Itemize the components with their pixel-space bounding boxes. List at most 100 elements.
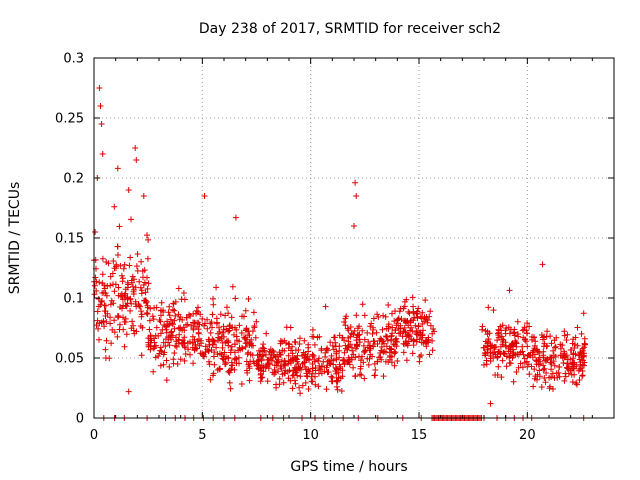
data-point	[529, 333, 535, 340]
data-point	[393, 335, 400, 342]
data-point	[350, 351, 357, 358]
data-point	[281, 358, 288, 364]
data-point	[581, 362, 587, 369]
data-point	[237, 346, 244, 353]
data-point	[134, 251, 141, 257]
data-point	[279, 371, 286, 378]
data-point	[406, 310, 413, 317]
data-point	[283, 324, 290, 331]
data-point	[326, 360, 333, 367]
data-point	[401, 324, 408, 331]
data-point	[144, 311, 151, 317]
data-point	[573, 363, 580, 370]
data-point	[341, 361, 348, 368]
data-point	[251, 324, 258, 331]
data-point	[166, 363, 173, 370]
data-point	[368, 320, 375, 327]
data-point	[547, 333, 554, 340]
data-point	[127, 296, 134, 303]
data-point	[540, 352, 547, 359]
data-point	[542, 379, 549, 386]
data-point	[215, 330, 221, 337]
data-point	[524, 320, 531, 327]
data-point	[220, 329, 226, 336]
data-point	[400, 349, 407, 356]
data-point	[410, 338, 417, 344]
data-point	[495, 363, 502, 370]
data-point	[320, 358, 327, 365]
data-point	[225, 368, 232, 375]
data-point	[556, 363, 563, 370]
data-point	[210, 295, 216, 302]
data-point	[345, 338, 352, 345]
data-point	[142, 289, 149, 296]
data-point	[276, 375, 283, 382]
data-point	[356, 371, 363, 378]
data-point	[309, 361, 316, 367]
data-point	[138, 287, 145, 294]
data-point	[344, 346, 351, 353]
data-point	[556, 373, 563, 380]
data-point	[252, 334, 259, 341]
data-point	[163, 357, 170, 364]
data-point	[292, 380, 299, 387]
data-point	[259, 353, 266, 359]
data-point	[336, 343, 343, 350]
data-point	[560, 360, 567, 366]
data-point	[339, 367, 346, 374]
data-point	[418, 332, 424, 339]
data-point	[115, 284, 122, 291]
data-point	[157, 330, 164, 337]
data-point	[217, 311, 224, 318]
data-point	[356, 323, 363, 330]
x-tick-label: 15	[411, 428, 428, 443]
data-point	[374, 358, 381, 365]
data-point	[222, 359, 229, 366]
data-point	[394, 358, 401, 364]
data-point	[171, 307, 178, 314]
data-point	[353, 341, 360, 348]
data-point	[185, 346, 192, 353]
data-point	[424, 319, 431, 326]
data-point	[485, 339, 491, 346]
data-point	[242, 307, 249, 314]
data-point	[364, 329, 371, 336]
data-point	[526, 371, 533, 378]
data-point	[275, 356, 282, 363]
data-point	[244, 328, 251, 335]
data-point	[200, 352, 207, 359]
data-point	[169, 321, 176, 328]
data-point	[160, 361, 167, 368]
data-point	[280, 362, 287, 369]
data-point	[333, 370, 340, 377]
data-point	[289, 385, 296, 392]
data-point	[323, 364, 330, 371]
data-point	[133, 157, 140, 163]
data-point	[549, 370, 556, 377]
data-point	[202, 349, 209, 356]
data-point	[104, 283, 111, 289]
data-point	[246, 377, 253, 384]
data-point	[285, 360, 292, 367]
data-point	[579, 357, 586, 364]
data-point	[207, 320, 214, 327]
data-point	[350, 364, 357, 371]
data-point	[424, 317, 431, 324]
data-point	[396, 308, 403, 315]
chart-title: Day 238 of 2017, SRMTID for receiver sch…	[199, 21, 501, 37]
data-point	[361, 375, 368, 382]
data-point	[120, 326, 127, 333]
data-point	[175, 285, 182, 292]
data-point	[123, 303, 130, 310]
data-point	[576, 377, 583, 383]
data-point	[99, 151, 106, 157]
data-point	[361, 312, 368, 319]
data-point	[153, 324, 160, 331]
data-point	[370, 315, 377, 322]
data-point	[360, 342, 367, 349]
data-point	[228, 366, 235, 372]
data-point	[284, 368, 291, 375]
data-point	[429, 337, 436, 344]
y-tick-label: 0.15	[55, 232, 84, 247]
data-point	[172, 312, 179, 319]
